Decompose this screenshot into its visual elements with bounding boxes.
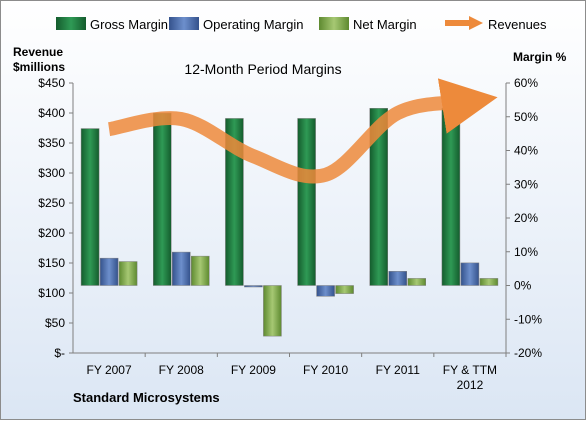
revenue-line-group — [107, 78, 498, 184]
x-tick-label-fy-2007: FY 2007 — [87, 363, 132, 377]
bar-gross-margin-fy-2008 — [153, 112, 172, 286]
left-axis-tick-label: $450 — [38, 76, 65, 90]
bar-gross-margin-fy-2010 — [297, 118, 316, 286]
left-axis-tick-label: $400 — [38, 106, 65, 120]
left-axis-label-line2: $millions — [13, 60, 65, 74]
footer-company-name: Standard Microsystems — [73, 390, 220, 405]
legend-label-operating-margin: Operating Margin — [203, 17, 303, 32]
left-axis-tick-label: $50 — [45, 316, 65, 330]
left-axis-tick-label: $350 — [38, 136, 65, 150]
bar-gross-margin-fy-ttm-2012 — [441, 108, 461, 286]
x-tick-label-fy-2009: FY 2009 — [231, 363, 276, 377]
right-axis-label: Margin % — [513, 50, 567, 64]
right-axis-tick-label: 50% — [514, 110, 538, 124]
bar-operating-margin-fy-2008 — [172, 251, 191, 286]
legend-label-gross-margin: Gross Margin — [90, 17, 168, 32]
bar-operating-margin-fy-2010 — [316, 285, 335, 297]
x-tick-label-fy-2010: FY 2010 — [303, 363, 348, 377]
right-axis-tick-label: 40% — [514, 144, 538, 158]
bar-operating-margin-fy-2011 — [388, 271, 407, 286]
bar-operating-margin-fy-2007 — [99, 257, 119, 286]
left-axis-tick-label: $150 — [38, 256, 65, 270]
right-axis-tick-label: 20% — [514, 211, 538, 225]
legend-swatch-gross-margin — [56, 17, 86, 30]
left-axis-tick-label: $100 — [38, 286, 65, 300]
right-axis-tick-label: -10% — [514, 312, 542, 326]
legend-label-net-margin: Net Margin — [353, 17, 417, 32]
left-axis-tick-label: $300 — [38, 166, 65, 180]
right-axis-tick-label: -20% — [514, 346, 542, 360]
bar-net-margin-fy-2011 — [407, 278, 426, 286]
bar-net-margin-fy-2010 — [335, 285, 354, 294]
legend-swatch-operating-margin — [169, 17, 199, 30]
right-axis-tick-label: 0% — [514, 279, 532, 293]
legend-label-revenues: Revenues — [488, 17, 547, 32]
right-axis-tick-label: 60% — [514, 76, 538, 90]
left-axis-tick-label: $200 — [38, 226, 65, 240]
bar-gross-margin-fy-2011 — [369, 108, 388, 286]
x-tick-label-fy-ttm-2012-line2: 2012 — [457, 378, 484, 392]
legend-swatch-revenues — [445, 16, 483, 30]
left-axis: $- $50 $100 $150 $200 $250 $300 $350 $400 $450 — [38, 76, 74, 360]
left-axis-label-line1: Revenue — [13, 45, 63, 59]
left-axis-tick-label: $250 — [38, 196, 65, 210]
bar-gross-margin-fy-2009 — [225, 118, 244, 286]
bar-operating-margin-fy-2009 — [244, 285, 263, 288]
x-tick-label-fy-2011: FY 2011 — [376, 363, 421, 377]
right-axis: -20% -10% 0% 10% 20% 30% 40% 50% 60% — [505, 76, 542, 360]
bar-net-margin-fy-ttm-2012 — [479, 278, 499, 286]
bar-net-margin-fy-2007 — [118, 261, 138, 286]
legend-swatch-net-margin — [319, 17, 349, 30]
left-axis-tick-label: $- — [54, 346, 65, 360]
bars-group — [80, 108, 499, 337]
bar-net-margin-fy-2008 — [191, 255, 210, 286]
bar-operating-margin-fy-ttm-2012 — [460, 262, 480, 286]
x-tick-label-fy-ttm-2012-line1: FY & TTM — [443, 363, 497, 377]
chart-title: 12-Month Period Margins — [184, 61, 341, 77]
x-tick-label-fy-2008: FY 2008 — [159, 363, 204, 377]
line-revenues — [107, 78, 498, 184]
legend: Gross Margin Operating Margin Net Margin Re… — [56, 16, 547, 32]
right-axis-tick-label: 10% — [514, 245, 538, 259]
bar-gross-margin-fy-2007 — [80, 128, 100, 286]
x-axis: FY 2007 FY 2008 FY 2009 FY 2010 FY 2011 FY & … — [73, 352, 507, 392]
legend-swatch-arrow — [469, 16, 483, 30]
bar-net-margin-fy-2009 — [263, 285, 282, 337]
right-axis-tick-label: 30% — [514, 177, 538, 191]
